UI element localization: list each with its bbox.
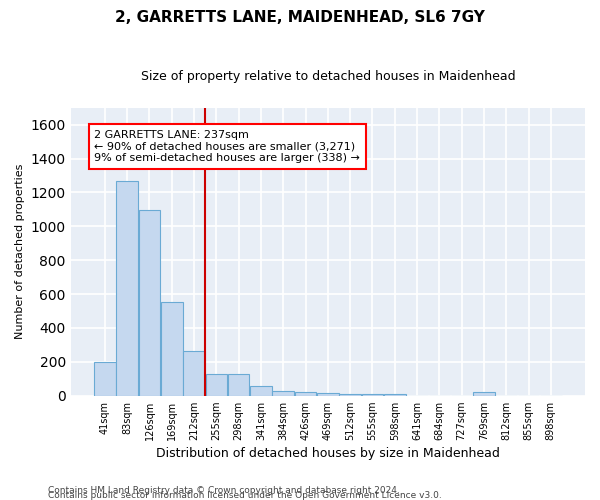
Bar xyxy=(317,394,338,396)
Text: 2 GARRETTS LANE: 237sqm
← 90% of detached houses are smaller (3,271)
9% of semi-: 2 GARRETTS LANE: 237sqm ← 90% of detache… xyxy=(94,130,360,163)
Bar xyxy=(206,374,227,396)
Bar xyxy=(473,392,495,396)
X-axis label: Distribution of detached houses by size in Maidenhead: Distribution of detached houses by size … xyxy=(156,447,500,460)
Bar xyxy=(228,374,250,396)
Bar xyxy=(362,394,383,396)
Bar xyxy=(340,394,361,396)
Bar xyxy=(116,180,138,396)
Bar xyxy=(183,352,205,396)
Bar xyxy=(94,362,116,396)
Title: Size of property relative to detached houses in Maidenhead: Size of property relative to detached ho… xyxy=(140,70,515,83)
Bar xyxy=(295,392,316,396)
Bar xyxy=(139,210,160,396)
Y-axis label: Number of detached properties: Number of detached properties xyxy=(15,164,25,340)
Text: 2, GARRETTS LANE, MAIDENHEAD, SL6 7GY: 2, GARRETTS LANE, MAIDENHEAD, SL6 7GY xyxy=(115,10,485,25)
Bar xyxy=(250,386,272,396)
Bar xyxy=(161,302,182,396)
Bar xyxy=(384,394,406,396)
Text: Contains HM Land Registry data © Crown copyright and database right 2024.: Contains HM Land Registry data © Crown c… xyxy=(48,486,400,495)
Text: Contains public sector information licensed under the Open Government Licence v3: Contains public sector information licen… xyxy=(48,491,442,500)
Bar xyxy=(272,390,294,396)
